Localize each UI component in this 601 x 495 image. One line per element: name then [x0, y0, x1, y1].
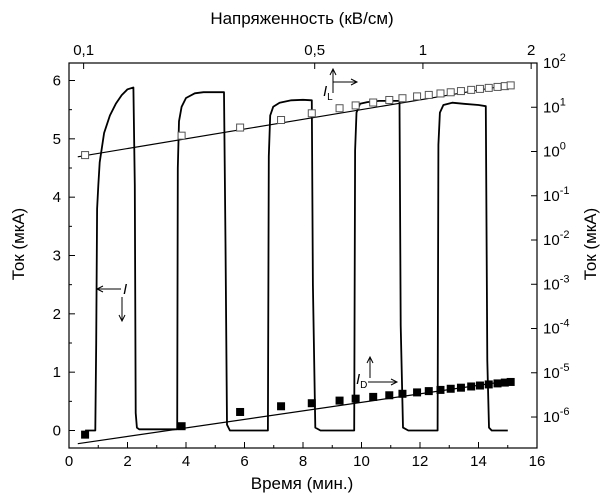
point-i-d	[506, 377, 515, 386]
ticks-layer: 0 2 4 6 8 10 12 14 16012345610-610-510-410-310-2…	[53, 42, 570, 470]
top-tick-label: 2	[527, 42, 535, 59]
point-i-d	[484, 380, 493, 389]
svg-text:IL: IL	[323, 83, 333, 103]
x-tick-label: 6	[240, 453, 248, 470]
x-tick-label: 16	[529, 453, 546, 470]
x-tick-label: 2	[123, 453, 131, 470]
point-i-d	[424, 387, 433, 396]
point-i-d	[81, 430, 90, 439]
y-left-tick-label: 5	[53, 131, 61, 148]
point-i-l	[493, 82, 502, 91]
y-left-tick-label: 1	[53, 364, 61, 381]
y-right-tick-label: 10-1	[543, 185, 569, 205]
annotation-i: I	[95, 281, 127, 323]
y-left-tick-label: 3	[53, 248, 61, 265]
point-i-d	[493, 379, 502, 388]
x-tick-label: 12	[412, 453, 429, 470]
y-right-tick-label: 10-2	[543, 229, 569, 249]
y-right-tick-label: 100	[543, 141, 566, 161]
point-i-d	[475, 381, 484, 390]
point-i-l	[484, 83, 493, 92]
y-left-tick-label: 2	[53, 306, 61, 323]
y-left-tick-label: 0	[53, 423, 61, 440]
point-i-d	[369, 392, 378, 401]
point-i-l	[236, 123, 245, 132]
point-i-l	[177, 131, 186, 140]
y-right-tick-label: 10-3	[543, 273, 569, 293]
point-i-l	[413, 92, 422, 101]
y-right-tick-label: 10-5	[543, 362, 569, 382]
annotation-il: IL	[323, 67, 359, 103]
series-line-i	[85, 86, 508, 432]
point-i-l	[506, 81, 515, 90]
point-i-l	[475, 84, 484, 93]
y-right-tick-label: 10-4	[543, 318, 569, 338]
point-i-l	[424, 90, 433, 99]
x-tick-label: 4	[182, 453, 190, 470]
x-tick-label: 14	[470, 453, 487, 470]
point-i-d	[413, 388, 422, 397]
point-i-l	[335, 104, 344, 113]
svg-text:ID: ID	[356, 371, 367, 391]
point-i-d	[351, 394, 360, 403]
point-i-d	[436, 385, 445, 394]
point-i-d	[335, 396, 344, 405]
point-i-l	[456, 87, 465, 96]
y-right-tick-label: 102	[543, 52, 566, 72]
point-i-l	[467, 85, 476, 94]
left-axis-title: Ток (мкА)	[9, 208, 28, 280]
point-i-d	[385, 391, 394, 400]
point-i-d	[277, 402, 286, 411]
top-axis-title: Напряженность (кВ/см)	[210, 9, 393, 28]
point-i-l	[277, 116, 286, 125]
point-i-d	[456, 383, 465, 392]
point-i-l	[436, 89, 445, 98]
point-i-d	[446, 384, 455, 393]
point-i-l	[446, 88, 455, 97]
right-axis-title: Ток (мкА)	[581, 208, 600, 280]
point-i-d	[236, 407, 245, 416]
point-i-l	[81, 151, 90, 160]
x-tick-label: 8	[299, 453, 307, 470]
y-right-tick-label: 10-6	[543, 406, 569, 426]
point-i-d	[467, 382, 476, 391]
point-i-l	[385, 95, 394, 104]
x-tick-label: 10	[353, 453, 370, 470]
point-i-d	[307, 399, 316, 408]
point-i-d	[398, 389, 407, 398]
top-tick-label: 0,5	[304, 42, 325, 59]
plot-frame	[68, 62, 538, 449]
x-tick-label: 0	[65, 453, 73, 470]
point-i-l	[398, 94, 407, 103]
annotation-id: ID	[356, 355, 399, 391]
markers-layer	[81, 81, 515, 439]
y-left-tick-label: 6	[53, 73, 61, 90]
point-i-l	[351, 101, 360, 110]
x-axis-title: Время (мин.)	[251, 474, 353, 493]
svg-text:I: I	[123, 281, 127, 298]
point-i-d	[177, 422, 186, 431]
top-tick-label: 1	[419, 42, 427, 59]
y-left-tick-label: 4	[53, 189, 61, 206]
point-i-l	[307, 109, 316, 118]
point-i-l	[369, 98, 378, 107]
top-tick-label: 0,1	[73, 42, 94, 59]
y-right-tick-label: 101	[543, 96, 566, 116]
